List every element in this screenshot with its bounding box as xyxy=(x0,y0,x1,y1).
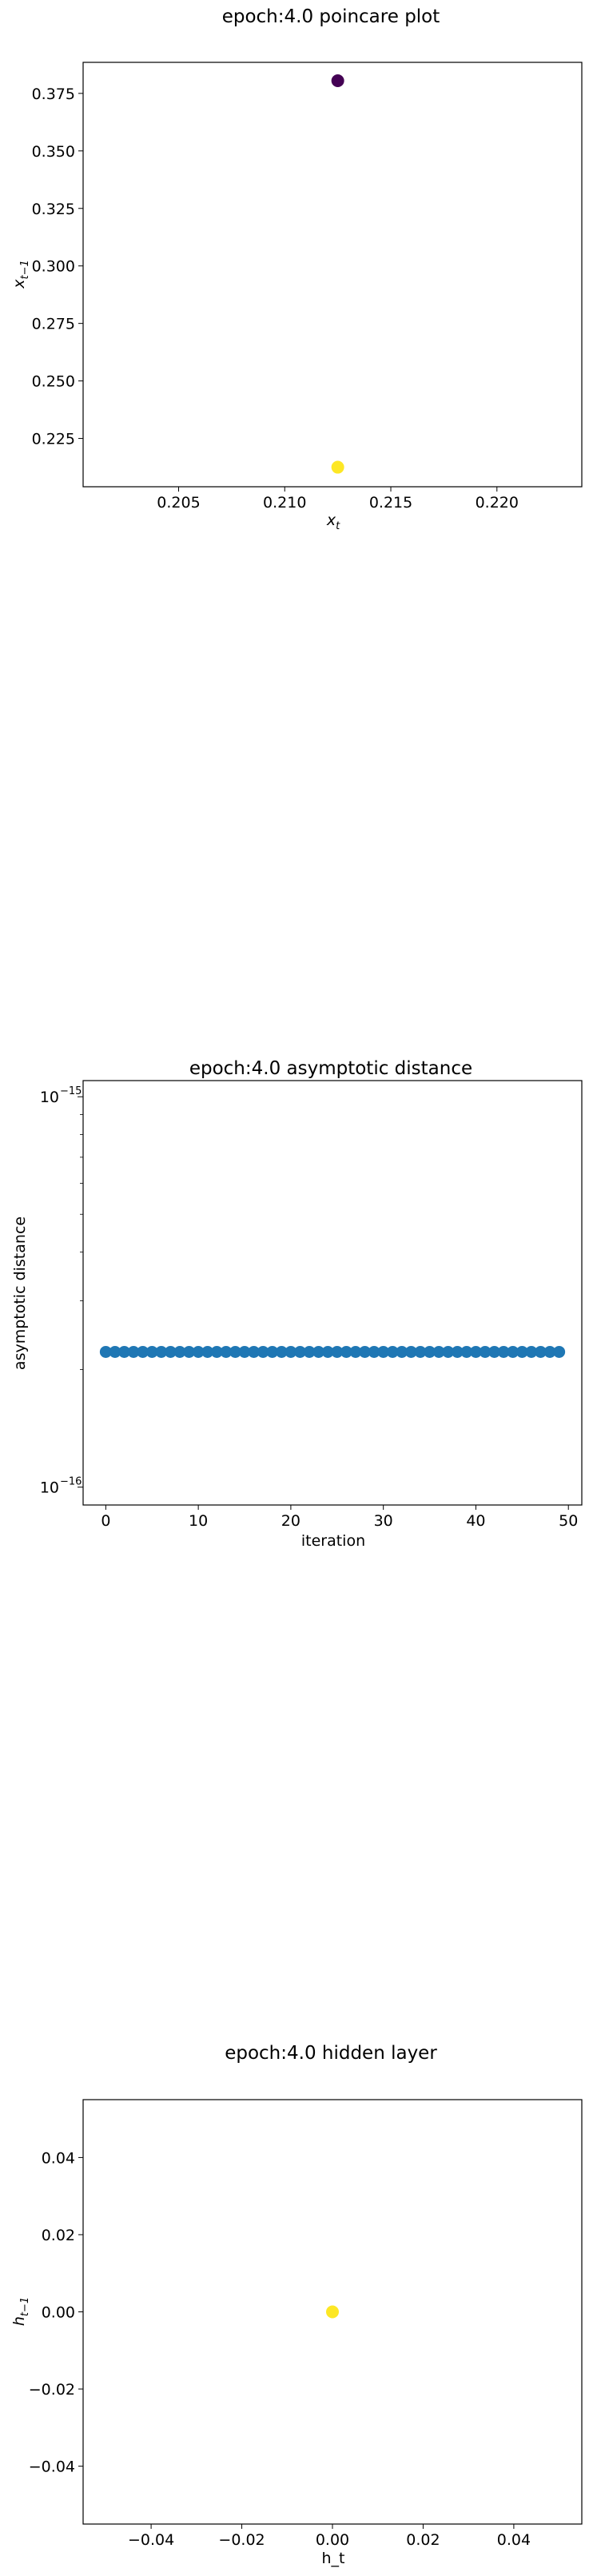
scatter-point xyxy=(359,1345,372,1358)
scatter-point xyxy=(424,1345,436,1358)
scatter-point xyxy=(460,1345,473,1358)
scatter-point xyxy=(543,1345,556,1358)
scatter-point xyxy=(488,1345,501,1358)
x-tick-label: 0.02 xyxy=(406,2531,440,2549)
x-axis-label: h_t xyxy=(322,2550,345,2567)
scatter-point xyxy=(266,1345,279,1358)
asymptotic-distance-chart: epoch:4.0 asymptotic distance 0 10 20 30 40 5… xyxy=(11,1058,583,1550)
scatter-point xyxy=(377,1345,390,1358)
scatter-point xyxy=(173,1345,186,1358)
x-tick-label: 10 xyxy=(189,1512,208,1530)
scatter-point xyxy=(469,1345,482,1358)
scatter-point xyxy=(331,74,344,88)
x-axis-label: xt xyxy=(326,512,340,532)
x-tick-label: 20 xyxy=(281,1512,300,1530)
scatter-point xyxy=(127,1345,140,1358)
y-tick-label: 0.00 xyxy=(42,2304,75,2322)
scatter-point xyxy=(515,1345,528,1358)
scatter-point xyxy=(257,1345,269,1358)
scatter-point xyxy=(331,1345,344,1358)
scatter-point xyxy=(303,1345,316,1358)
y-axis-label: ht−1 xyxy=(10,2297,31,2326)
y-tick-label: 0.250 xyxy=(32,373,75,391)
x-tick-label: 0.215 xyxy=(369,494,412,512)
y-tick-exponent: −15 xyxy=(60,1085,82,1097)
scatter-point xyxy=(275,1345,288,1358)
scatter-point xyxy=(164,1345,177,1358)
y-tick-label: 0.275 xyxy=(32,316,75,333)
y-tick-label: 10 xyxy=(40,1479,59,1497)
scatter-point xyxy=(183,1345,196,1358)
chart-title: epoch:4.0 poincare plot xyxy=(222,6,440,27)
y-tick-label: 0.375 xyxy=(32,86,75,103)
scatter-point xyxy=(404,1345,417,1358)
scatter-point xyxy=(109,1345,121,1358)
y-tick-label: 0.02 xyxy=(42,2227,75,2244)
x-tick-label: 40 xyxy=(466,1512,485,1530)
y-tick-label: 0.300 xyxy=(32,258,75,276)
y-tick-label: 10 xyxy=(40,1089,59,1106)
chart-title: epoch:4.0 hidden layer xyxy=(225,2043,437,2064)
scatter-point xyxy=(386,1345,399,1358)
scatter-point xyxy=(534,1345,547,1358)
scatter-point xyxy=(553,1345,566,1358)
scatter-point xyxy=(479,1345,491,1358)
x-tick-label: 0 xyxy=(101,1512,110,1530)
scatter-point xyxy=(312,1345,325,1358)
scatter-point xyxy=(285,1345,297,1358)
chart-title: epoch:4.0 asymptotic distance xyxy=(189,1058,472,1079)
x-tick-label: 0.04 xyxy=(497,2531,531,2549)
scatter-point xyxy=(432,1345,445,1358)
scatter-point xyxy=(220,1345,233,1358)
x-tick-label: 0.00 xyxy=(316,2531,349,2549)
y-tick-exponent: −16 xyxy=(60,1476,82,1488)
hidden-layer-chart: epoch:4.0 hidden layer −0.04 −0.02 0.00 0.0… xyxy=(10,2043,583,2567)
scatter-point xyxy=(248,1345,261,1358)
scatter-point xyxy=(326,2305,339,2319)
x-axis-label: iteration xyxy=(301,1532,365,1550)
y-tick-label: −0.02 xyxy=(29,2381,75,2399)
scatter-point xyxy=(201,1345,214,1358)
scatter-point xyxy=(192,1345,205,1358)
scatter-point xyxy=(155,1345,168,1358)
scatter-point xyxy=(293,1345,306,1358)
x-tick-label: −0.04 xyxy=(128,2531,174,2549)
scatter-point xyxy=(497,1345,510,1358)
poincare-plot-chart: epoch:4.0 poincare plot 0.205 0.210 0.215 0… xyxy=(10,6,583,532)
plot-area xyxy=(82,1080,583,1506)
x-tick-label: −0.02 xyxy=(218,2531,265,2549)
y-tick-label: 0.04 xyxy=(42,2149,75,2167)
scatter-point xyxy=(525,1345,538,1358)
y-tick-label: 0.325 xyxy=(32,201,75,218)
scatter-point xyxy=(321,1345,334,1358)
scatter-point xyxy=(414,1345,427,1358)
scatter-point xyxy=(229,1345,241,1358)
x-tick-label: 30 xyxy=(374,1512,393,1530)
scatter-point xyxy=(145,1345,158,1358)
scatter-point xyxy=(349,1345,362,1358)
y-axis-label: asymptotic distance xyxy=(11,1216,29,1370)
scatter-point xyxy=(451,1345,464,1358)
scatter-point xyxy=(368,1345,380,1358)
scatter-point xyxy=(442,1345,455,1358)
y-tick-label: 0.350 xyxy=(32,143,75,161)
scatter-point xyxy=(396,1345,408,1358)
y-axis-label: xt−1 xyxy=(10,260,31,289)
plot-area xyxy=(82,62,583,488)
x-tick-label: 50 xyxy=(559,1512,578,1530)
scatter-point xyxy=(340,1345,352,1358)
x-tick-label: 0.220 xyxy=(476,494,519,512)
scatter-point xyxy=(118,1345,131,1358)
scatter-point xyxy=(507,1345,519,1358)
y-tick-label: −0.04 xyxy=(29,2459,75,2476)
y-tick-label: 0.225 xyxy=(32,431,75,448)
scatter-point xyxy=(137,1345,149,1358)
scatter-point xyxy=(331,460,344,474)
x-tick-label: 0.205 xyxy=(157,494,200,512)
scatter-point xyxy=(238,1345,251,1358)
scatter-point xyxy=(210,1345,223,1358)
x-tick-label: 0.210 xyxy=(263,494,306,512)
scatter-point xyxy=(99,1345,112,1358)
